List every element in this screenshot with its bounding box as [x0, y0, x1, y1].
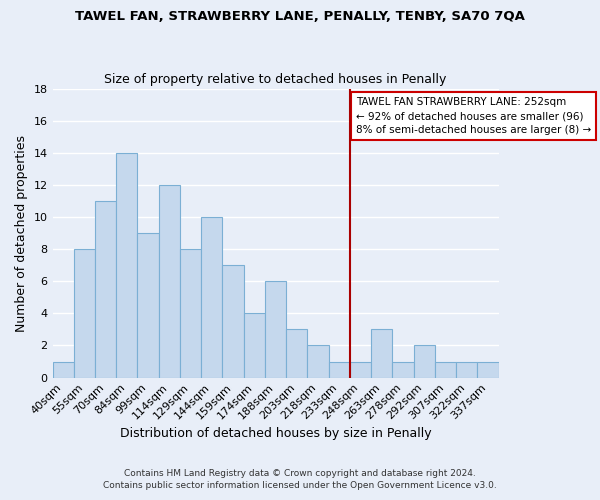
Bar: [329, 362, 350, 378]
Bar: [265, 282, 286, 378]
X-axis label: Distribution of detached houses by size in Penally: Distribution of detached houses by size …: [120, 427, 431, 440]
Bar: [413, 346, 435, 378]
Bar: [201, 217, 223, 378]
Bar: [350, 362, 371, 378]
Bar: [307, 346, 329, 378]
Bar: [244, 314, 265, 378]
Bar: [95, 201, 116, 378]
Text: Contains HM Land Registry data © Crown copyright and database right 2024.
Contai: Contains HM Land Registry data © Crown c…: [103, 468, 497, 490]
Bar: [286, 330, 307, 378]
Bar: [371, 330, 392, 378]
Bar: [180, 249, 201, 378]
Bar: [435, 362, 456, 378]
Bar: [53, 362, 74, 378]
Bar: [223, 265, 244, 378]
Bar: [159, 185, 180, 378]
Bar: [456, 362, 478, 378]
Title: Size of property relative to detached houses in Penally: Size of property relative to detached ho…: [104, 73, 447, 86]
Bar: [478, 362, 499, 378]
Bar: [137, 233, 159, 378]
Text: TAWEL FAN, STRAWBERRY LANE, PENALLY, TENBY, SA70 7QA: TAWEL FAN, STRAWBERRY LANE, PENALLY, TEN…: [75, 10, 525, 23]
Y-axis label: Number of detached properties: Number of detached properties: [15, 134, 28, 332]
Text: TAWEL FAN STRAWBERRY LANE: 252sqm
← 92% of detached houses are smaller (96)
8% o: TAWEL FAN STRAWBERRY LANE: 252sqm ← 92% …: [356, 97, 591, 135]
Bar: [116, 153, 137, 378]
Bar: [392, 362, 413, 378]
Bar: [74, 249, 95, 378]
